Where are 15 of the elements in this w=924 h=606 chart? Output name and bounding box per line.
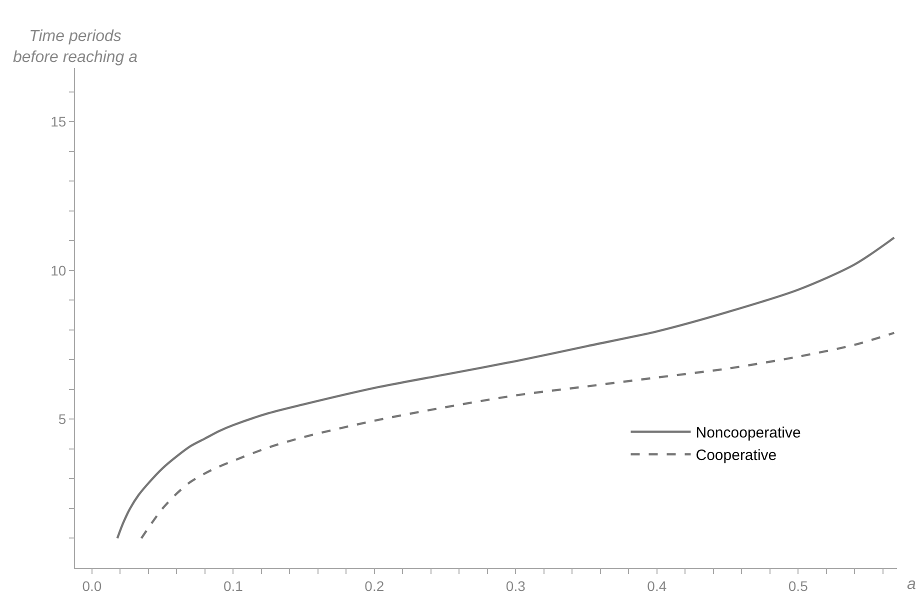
x-tick-label: 0.3 <box>506 578 526 594</box>
x-tick-label: 0.5 <box>788 578 808 594</box>
y-axis-title: Time periods before reaching a <box>13 28 138 66</box>
y-tick-label: 10 <box>50 262 66 278</box>
x-tick-label: 0.1 <box>223 578 244 594</box>
x-tick-label: 0.0 <box>82 578 102 594</box>
line-series <box>116 236 896 540</box>
legend-label: Cooperative <box>696 447 777 464</box>
line-series <box>140 332 896 540</box>
x-axis-title: a <box>907 576 916 593</box>
x-tick-label: 0.2 <box>364 578 384 594</box>
y-tick-label: 5 <box>58 411 66 428</box>
y-tick-label: 15 <box>50 113 66 130</box>
legend-label: Noncooperative <box>696 424 801 442</box>
x-tick-label: 0.4 <box>647 578 667 594</box>
